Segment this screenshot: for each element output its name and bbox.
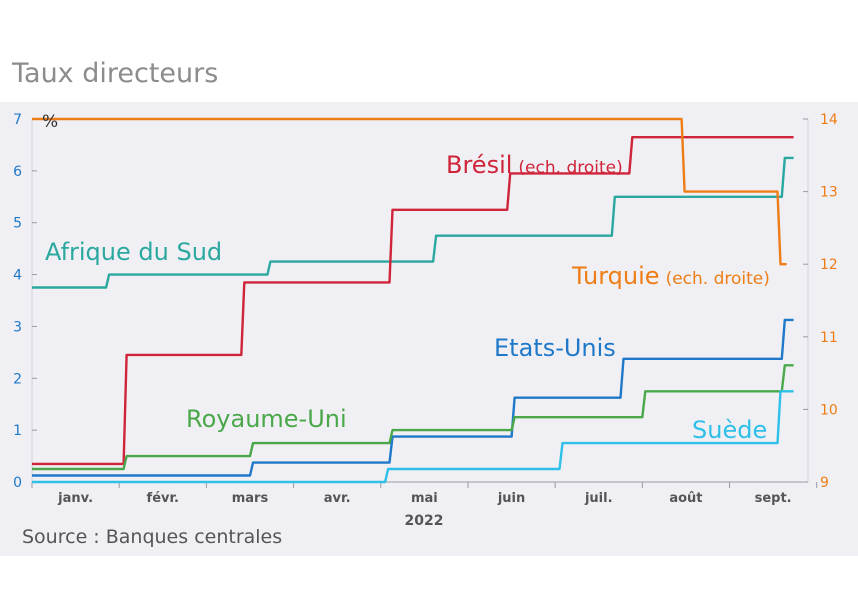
label-turquie: Turquie (ech. droite) [571, 262, 770, 290]
series-line-royaume-uni [32, 364, 794, 471]
chart-title: Taux directeurs [12, 58, 219, 89]
x-tick-label: juil. [584, 491, 613, 506]
label-afrique-du-sud: Afrique du Sud [45, 238, 222, 266]
y-left-tick-label: 4 [13, 268, 22, 284]
series-line-turquie [32, 117, 787, 266]
x-tick-label: févr. [147, 491, 179, 506]
x-tick-label: sept. [755, 491, 792, 506]
y-left-tick-label: 0 [13, 475, 22, 491]
series-line-br-sil [32, 136, 794, 466]
series-line-afrique-du-sud [32, 156, 794, 289]
unit-label: % [42, 112, 58, 132]
label-royaume-uni: Royaume-Uni [186, 405, 347, 433]
series-line-su-de [32, 390, 794, 484]
y-right-tick-label: 10 [820, 402, 838, 418]
series-lines [32, 117, 794, 484]
plot-background [0, 102, 858, 538]
x-tick-label: avr. [324, 491, 351, 506]
x-tick-label: juin [497, 491, 525, 506]
x-tick-label: août [669, 491, 702, 506]
y-right-tick-label: 14 [820, 112, 838, 128]
y-right-tick-label: 11 [820, 330, 838, 346]
y-right-tick-label: 9 [820, 475, 829, 491]
bottom-band [0, 538, 858, 556]
label-bresil: Brésil (ech. droite) [446, 151, 623, 179]
label-etats-unis: Etats-Unis [494, 334, 616, 362]
x-tick-label: mars [232, 491, 269, 506]
y-left-tick-label: 6 [13, 164, 22, 180]
y-left-tick-label: 7 [13, 112, 22, 128]
x-year-label: 2022 [405, 513, 444, 529]
label-suede: Suède [692, 416, 767, 444]
source-note: Source : Banques centrales [22, 526, 283, 548]
y-left-tick-label: 1 [13, 423, 22, 439]
y-left-tick-label: 3 [13, 319, 22, 335]
y-right-tick-label: 12 [820, 257, 838, 273]
y-right-tick-label: 13 [820, 185, 838, 201]
y-left-tick-label: 5 [13, 216, 22, 232]
x-tick-label: janv. [57, 491, 93, 506]
x-axis-ticks: janv. févr. mars avr. mai juin juil. août sept. [31, 482, 818, 506]
x-tick-label: mai [411, 491, 438, 506]
series-line-etats-unis [32, 318, 794, 477]
y-left-tick-label: 2 [13, 371, 22, 387]
right-axis-ticks: 9 10 11 12 13 14 [803, 112, 838, 491]
